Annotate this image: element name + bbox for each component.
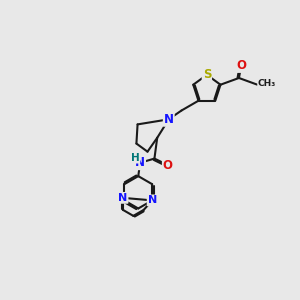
- Text: N: N: [135, 156, 145, 169]
- Text: H: H: [131, 153, 140, 163]
- Text: S: S: [202, 68, 211, 81]
- Text: O: O: [163, 159, 173, 172]
- Text: O: O: [236, 59, 246, 72]
- Text: N: N: [164, 113, 174, 126]
- Text: N: N: [148, 195, 157, 206]
- Text: CH₃: CH₃: [258, 79, 276, 88]
- Text: N: N: [118, 193, 128, 203]
